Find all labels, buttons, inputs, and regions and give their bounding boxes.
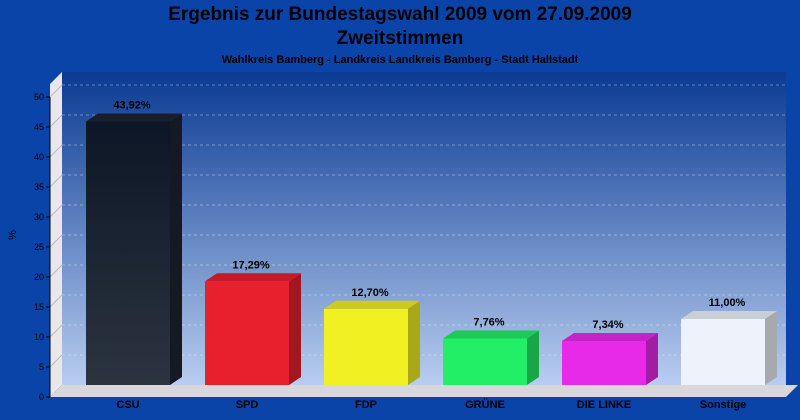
- gridline-wall: [49, 144, 63, 158]
- gridline-wall: [49, 354, 63, 368]
- bar-value-label: 7,76%: [473, 316, 504, 328]
- bars: [86, 113, 777, 385]
- y-tick-label: 25: [34, 242, 44, 252]
- gridline-wall: [49, 234, 63, 248]
- bar-value-label: 12,70%: [351, 287, 389, 299]
- labels: 43,92% CSU 17,29% SPD 12,70% FDP 7,76% GRÜNE 7,3…: [113, 99, 746, 411]
- gridline-wall: [49, 84, 63, 98]
- x-tick-label: CSU: [116, 399, 139, 411]
- gridline-wall: [49, 204, 63, 218]
- y-tick-label: 40: [34, 152, 44, 162]
- bar-value-label: 43,92%: [113, 99, 151, 111]
- bar-value-label: 11,00%: [709, 297, 746, 309]
- bar-side: [170, 113, 182, 385]
- x-tick-label: FDP: [355, 399, 377, 411]
- y-tick-label: 35: [34, 182, 44, 192]
- y-tick-label: 5: [39, 362, 44, 372]
- bar-value-label: 17,29%: [232, 259, 270, 271]
- bar-top: [324, 300, 420, 309]
- bar-side: [646, 332, 658, 385]
- x-tick-label: DIE LINKE: [577, 399, 631, 411]
- y-tick-label: 0: [39, 392, 44, 402]
- gridline-wall: [49, 264, 63, 278]
- chart-title-line2: Zweitstimmen: [336, 28, 464, 49]
- bar-top: [562, 332, 658, 341]
- y-tick-label: 15: [34, 302, 44, 312]
- bar: [562, 340, 646, 385]
- bar-value-label: 7,34%: [592, 319, 623, 331]
- y-axis-label: %: [7, 230, 19, 240]
- bar: [324, 308, 408, 385]
- gridline-wall: [49, 324, 63, 338]
- plot-area: [62, 72, 786, 385]
- gridlines: [49, 84, 786, 368]
- y-tick-label: 30: [34, 212, 44, 222]
- x-tick-label: SPD: [236, 399, 259, 411]
- bar-side: [527, 330, 539, 385]
- bar-top: [205, 273, 301, 282]
- x-tick-label: GRÜNE: [465, 398, 505, 411]
- y-axis: 0 5 10 15 20 25 30 35 40 45 50: [34, 92, 51, 402]
- chart-subtitle: Wahlkreis Bamberg - Landkreis Landkreis …: [221, 54, 579, 66]
- plot-left-wall: [50, 72, 62, 397]
- bar-side: [765, 311, 777, 385]
- gridline-wall: [49, 114, 63, 128]
- bar: [443, 338, 527, 385]
- bar: [681, 319, 765, 385]
- gridline-wall: [49, 174, 63, 188]
- plot-floor: [50, 385, 798, 397]
- y-tick-label: 45: [34, 122, 44, 132]
- x-tick-label: Sonstige: [700, 399, 746, 411]
- chart-title: Ergebnis zur Bundestagswahl 2009 vom 27.…: [168, 4, 632, 25]
- bar-side: [289, 273, 301, 385]
- y-tick-label: 50: [34, 92, 44, 102]
- bar: [86, 121, 170, 385]
- gridline-wall: [49, 294, 63, 308]
- bar: [205, 281, 289, 385]
- bar-top: [86, 113, 182, 122]
- bar-top: [443, 330, 539, 339]
- bar-top: [681, 311, 777, 319]
- y-tick-label: 20: [34, 272, 44, 282]
- bar-side: [408, 300, 420, 385]
- y-tick-label: 10: [34, 332, 44, 342]
